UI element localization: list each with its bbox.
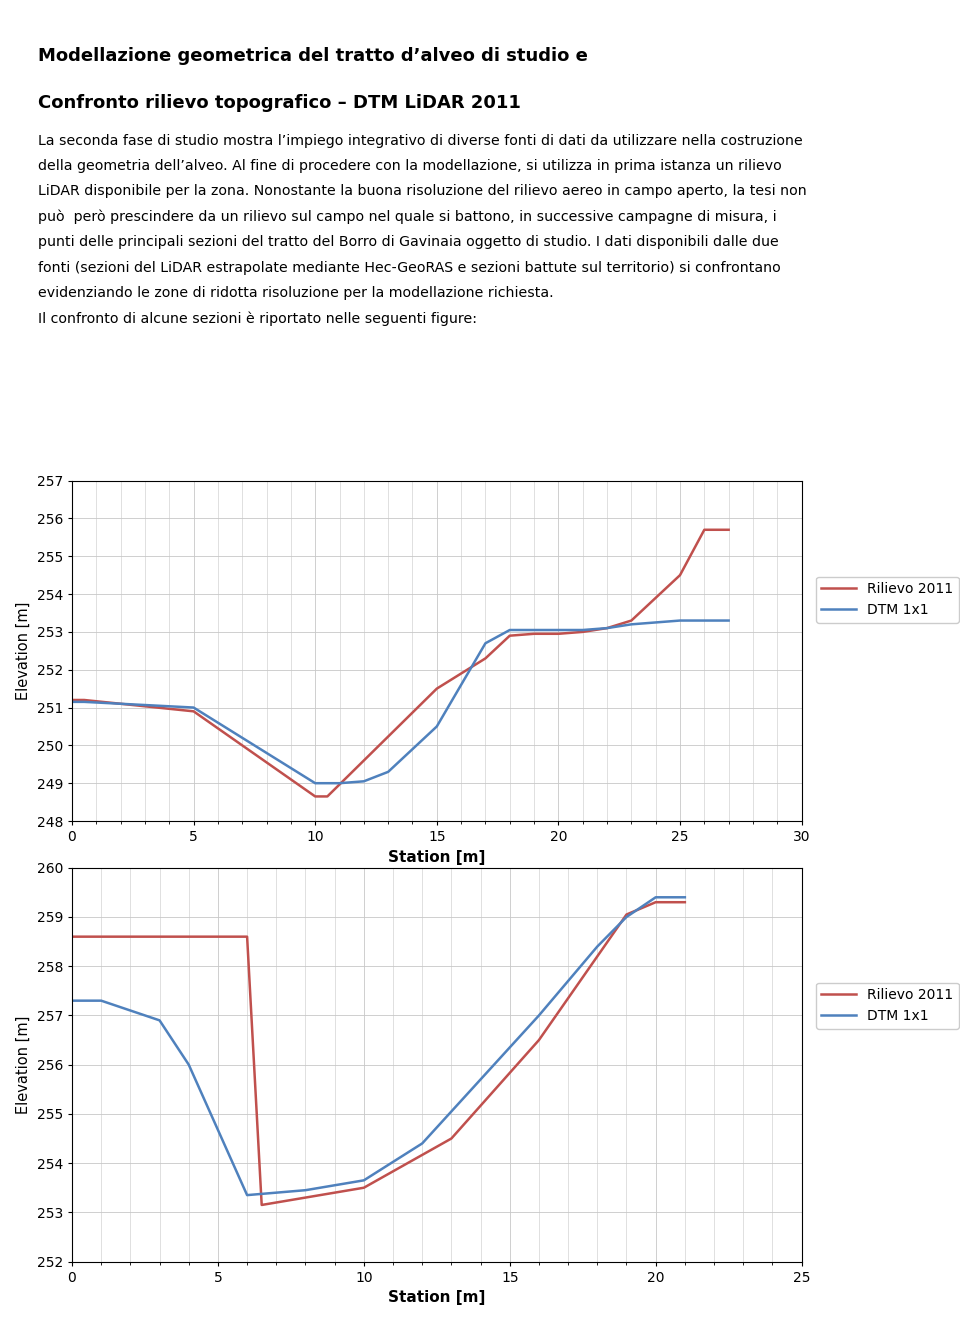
Y-axis label: Elevation [m]: Elevation [m] — [16, 602, 31, 700]
X-axis label: Station [m]: Station [m] — [388, 1290, 486, 1306]
Rilievo 2011 — [674, 567, 685, 583]
Text: può  però prescindere da un rilievo sul campo nel quale si battono, in successiv: può però prescindere da un rilievo sul c… — [38, 210, 777, 224]
DTM 1x1 — [626, 617, 637, 633]
DTM 1x1 — [621, 909, 633, 925]
Rilievo 2011 — [188, 704, 200, 720]
DTM 1x1 — [79, 694, 90, 710]
Y-axis label: Elevation [m]: Elevation [m] — [16, 1016, 31, 1113]
Legend: Rilievo 2011, DTM 1x1: Rilievo 2011, DTM 1x1 — [816, 983, 959, 1028]
Rilievo 2011 — [241, 929, 252, 945]
Rilievo 2011 — [445, 1131, 457, 1147]
Text: Il confronto di alcune sezioni è riportato nelle seguenti figure:: Il confronto di alcune sezioni è riporta… — [38, 311, 477, 326]
Rilievo 2011 — [322, 789, 333, 805]
DTM 1x1 — [382, 764, 394, 780]
DTM 1x1 — [533, 1008, 544, 1024]
Rilievo 2011 — [66, 929, 78, 945]
DTM 1x1 — [591, 939, 603, 955]
DTM 1x1 — [358, 1172, 370, 1188]
Rilievo 2011 — [528, 626, 540, 642]
Legend: Rilievo 2011, DTM 1x1: Rilievo 2011, DTM 1x1 — [816, 577, 959, 622]
Rilievo 2011 — [66, 692, 78, 708]
DTM 1x1 — [66, 694, 78, 710]
DTM 1x1 — [309, 776, 321, 792]
Rilievo 2011 — [256, 1197, 268, 1214]
Rilievo 2011 — [271, 1195, 282, 1211]
DTM 1x1 — [358, 773, 370, 789]
DTM 1x1 — [674, 613, 685, 629]
DTM 1x1 — [271, 1184, 282, 1200]
DTM 1x1 — [431, 718, 443, 734]
DTM 1x1 — [241, 1187, 252, 1203]
Line: DTM 1x1: DTM 1x1 — [72, 621, 729, 784]
Rilievo 2011 — [79, 692, 90, 708]
Text: La seconda fase di studio mostra l’impiego integrativo di diverse fonti di dati : La seconda fase di studio mostra l’impie… — [38, 134, 804, 148]
DTM 1x1 — [183, 1057, 195, 1073]
DTM 1x1 — [188, 700, 200, 716]
DTM 1x1 — [650, 889, 661, 905]
DTM 1x1 — [601, 621, 612, 637]
DTM 1x1 — [553, 622, 564, 638]
DTM 1x1 — [66, 993, 78, 1009]
Rilievo 2011 — [309, 789, 321, 805]
Rilievo 2011 — [679, 894, 690, 910]
DTM 1x1 — [577, 622, 588, 638]
Text: Confronto rilievo topografico – DTM LiDAR 2011: Confronto rilievo topografico – DTM LiDA… — [38, 93, 521, 112]
DTM 1x1 — [417, 1135, 428, 1151]
Rilievo 2011 — [699, 522, 710, 538]
DTM 1x1 — [95, 993, 107, 1009]
Rilievo 2011 — [591, 948, 603, 964]
DTM 1x1 — [723, 613, 734, 629]
Rilievo 2011 — [154, 929, 165, 945]
Rilievo 2011 — [504, 627, 516, 643]
Line: DTM 1x1: DTM 1x1 — [72, 897, 684, 1195]
DTM 1x1 — [154, 1012, 165, 1028]
X-axis label: Station [m]: Station [m] — [388, 849, 486, 865]
DTM 1x1 — [300, 1183, 311, 1199]
Rilievo 2011 — [533, 1032, 544, 1048]
Rilievo 2011 — [431, 681, 443, 697]
DTM 1x1 — [679, 889, 690, 905]
Text: punti delle principali sezioni del tratto del Borro di Gavinaia oggetto di studi: punti delle principali sezioni del tratt… — [38, 235, 780, 250]
Line: Rilievo 2011: Rilievo 2011 — [72, 530, 729, 797]
DTM 1x1 — [480, 635, 492, 651]
Line: Rilievo 2011: Rilievo 2011 — [72, 902, 684, 1206]
Rilievo 2011 — [358, 1180, 370, 1196]
DTM 1x1 — [334, 776, 346, 792]
Rilievo 2011 — [553, 626, 564, 642]
Rilievo 2011 — [577, 623, 588, 639]
Rilievo 2011 — [480, 650, 492, 666]
Text: LiDAR disponibile per la zona. Nonostante la buona risoluzione del rilievo aereo: LiDAR disponibile per la zona. Nonostant… — [38, 184, 807, 199]
Text: della geometria dell’alveo. Al fine di procedere con la modellazione, si utilizz: della geometria dell’alveo. Al fine di p… — [38, 159, 782, 174]
DTM 1x1 — [504, 622, 516, 638]
Rilievo 2011 — [621, 906, 633, 922]
Text: evidenziando le zone di ridotta risoluzione per la modellazione richiesta.: evidenziando le zone di ridotta risoluzi… — [38, 286, 554, 300]
Rilievo 2011 — [626, 613, 637, 629]
Rilievo 2011 — [95, 929, 107, 945]
Rilievo 2011 — [650, 894, 661, 910]
Text: fonti (sezioni del LiDAR estrapolate mediante Hec-GeoRAS e sezioni battute sul t: fonti (sezioni del LiDAR estrapolate med… — [38, 260, 781, 275]
Rilievo 2011 — [723, 522, 734, 538]
Text: Modellazione geometrica del tratto d’alveo di studio e: Modellazione geometrica del tratto d’alv… — [38, 47, 588, 64]
Rilievo 2011 — [300, 1189, 311, 1206]
Rilievo 2011 — [601, 621, 612, 637]
DTM 1x1 — [475, 1072, 487, 1088]
DTM 1x1 — [528, 622, 540, 638]
